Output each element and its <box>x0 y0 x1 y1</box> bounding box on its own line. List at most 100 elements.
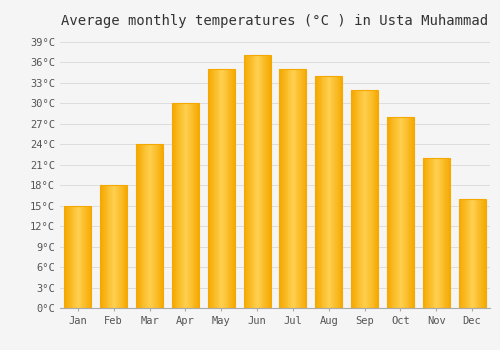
Bar <box>254 55 256 308</box>
Bar <box>74 205 75 308</box>
Bar <box>301 69 302 308</box>
Bar <box>351 90 352 308</box>
Bar <box>320 76 322 308</box>
Bar <box>262 55 264 308</box>
Bar <box>463 199 464 308</box>
Bar <box>353 90 354 308</box>
Bar <box>298 69 299 308</box>
Bar <box>87 205 88 308</box>
Bar <box>142 144 144 308</box>
Bar <box>184 103 186 308</box>
Bar <box>431 158 432 308</box>
Bar <box>360 90 361 308</box>
Bar <box>408 117 410 308</box>
Bar <box>337 76 338 308</box>
Bar <box>329 76 330 308</box>
Bar <box>316 76 342 308</box>
Bar <box>439 158 440 308</box>
Bar <box>317 76 318 308</box>
Bar <box>114 185 116 308</box>
Bar <box>335 76 336 308</box>
Bar <box>247 55 248 308</box>
Bar <box>412 117 413 308</box>
Bar <box>79 205 80 308</box>
Bar <box>76 205 77 308</box>
Bar <box>138 144 139 308</box>
Bar <box>458 199 485 308</box>
Bar <box>77 205 78 308</box>
Bar <box>88 205 90 308</box>
Bar <box>101 185 102 308</box>
Bar <box>473 199 474 308</box>
Bar <box>280 69 281 308</box>
Bar <box>265 55 266 308</box>
Bar <box>303 69 304 308</box>
Bar <box>124 185 126 308</box>
Bar <box>266 55 267 308</box>
Bar <box>324 76 325 308</box>
Bar <box>105 185 106 308</box>
Bar <box>316 76 317 308</box>
Bar <box>358 90 359 308</box>
Bar <box>304 69 306 308</box>
Bar <box>212 69 213 308</box>
Bar <box>216 69 217 308</box>
Bar <box>197 103 198 308</box>
Bar <box>300 69 301 308</box>
Bar <box>434 158 436 308</box>
Bar <box>172 103 199 308</box>
Bar <box>69 205 70 308</box>
Bar <box>318 76 319 308</box>
Bar <box>389 117 390 308</box>
Bar <box>440 158 442 308</box>
Bar <box>221 69 222 308</box>
Bar <box>333 76 334 308</box>
Bar <box>64 205 66 308</box>
Bar <box>479 199 480 308</box>
Bar <box>217 69 218 308</box>
Bar <box>369 90 370 308</box>
Bar <box>294 69 296 308</box>
Bar <box>148 144 150 308</box>
Bar <box>139 144 140 308</box>
Bar <box>198 103 199 308</box>
Bar <box>458 199 460 308</box>
Bar <box>144 144 145 308</box>
Bar <box>447 158 448 308</box>
Bar <box>244 55 246 308</box>
Bar <box>213 69 214 308</box>
Bar <box>258 55 259 308</box>
Bar <box>154 144 155 308</box>
Bar <box>233 69 234 308</box>
Bar <box>396 117 397 308</box>
Bar <box>256 55 257 308</box>
Bar <box>376 90 377 308</box>
Bar <box>319 76 320 308</box>
Bar <box>445 158 446 308</box>
Bar <box>137 144 138 308</box>
Bar <box>100 185 127 308</box>
Bar <box>436 158 437 308</box>
Bar <box>173 103 174 308</box>
Bar <box>288 69 290 308</box>
Bar <box>224 69 225 308</box>
Bar <box>398 117 400 308</box>
Bar <box>484 199 486 308</box>
Bar <box>66 205 67 308</box>
Bar <box>210 69 212 308</box>
Bar <box>327 76 328 308</box>
Bar <box>302 69 303 308</box>
Bar <box>84 205 85 308</box>
Bar <box>172 103 173 308</box>
Bar <box>106 185 108 308</box>
Bar <box>336 76 337 308</box>
Title: Average monthly temperatures (°C ) in Usta Muhammad: Average monthly temperatures (°C ) in Us… <box>62 14 488 28</box>
Bar <box>387 117 388 308</box>
Bar <box>232 69 233 308</box>
Bar <box>194 103 196 308</box>
Bar <box>157 144 158 308</box>
Bar <box>442 158 444 308</box>
Bar <box>246 55 247 308</box>
Bar <box>438 158 439 308</box>
Bar <box>80 205 82 308</box>
